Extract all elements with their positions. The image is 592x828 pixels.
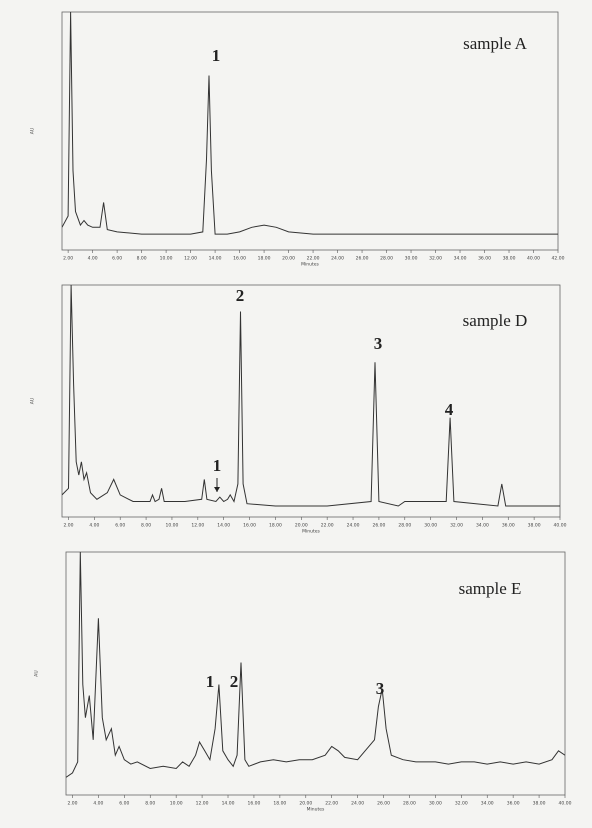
x-tick-label: 8.00 <box>141 523 151 529</box>
sample-title: sample D <box>463 311 528 330</box>
x-tick-label: 14.00 <box>209 256 222 262</box>
x-tick-label: 6.00 <box>115 523 125 529</box>
x-tick-label: 24.00 <box>347 523 360 529</box>
x-tick-label: 2.00 <box>63 523 73 529</box>
x-tick-label: 14.00 <box>217 523 230 529</box>
x-tick-label: 26.00 <box>356 256 369 262</box>
x-tick-label: 8.00 <box>137 256 147 262</box>
x-tick-label: 30.00 <box>405 256 418 262</box>
plot-frame <box>65 551 566 796</box>
x-tick-label: 28.00 <box>380 256 393 262</box>
x-tick-label: 34.00 <box>454 256 467 262</box>
x-tick-label: 22.00 <box>325 801 338 807</box>
arrow-head <box>214 487 220 492</box>
x-tick-label: 10.00 <box>166 523 179 529</box>
y-axis-label: AU <box>30 398 36 404</box>
x-tick-label: 24.00 <box>351 801 364 807</box>
x-tick-label: 34.00 <box>476 523 489 529</box>
x-tick-label: 20.00 <box>295 523 308 529</box>
x-tick-label: 22.00 <box>321 523 334 529</box>
peak-label: 1 <box>206 672 215 691</box>
x-tick-label: 38.00 <box>533 801 546 807</box>
x-tick-label: 30.00 <box>424 523 437 529</box>
peak-label: 1 <box>212 46 221 65</box>
chromatogram-trace <box>62 285 560 507</box>
peak-label: 4 <box>445 400 454 419</box>
x-tick-label: 16.00 <box>243 523 256 529</box>
x-axis-label: Minutes <box>307 807 325 813</box>
x-axis-label: Minutes <box>301 262 319 268</box>
peak-label: 1 <box>213 456 222 475</box>
sample-title: sample A <box>463 34 527 53</box>
x-tick-label: 18.00 <box>258 256 271 262</box>
sample-title: sample E <box>459 579 522 598</box>
x-tick-label: 4.00 <box>89 523 99 529</box>
x-tick-label: 40.00 <box>527 256 540 262</box>
x-tick-label: 12.00 <box>184 256 197 262</box>
x-tick-label: 30.00 <box>429 801 442 807</box>
x-tick-label: 26.00 <box>377 801 390 807</box>
x-tick-label: 16.00 <box>233 256 246 262</box>
x-tick-label: 20.00 <box>299 801 312 807</box>
x-tick-label: 4.00 <box>93 801 103 807</box>
x-tick-label: 2.00 <box>63 256 73 262</box>
peak-label: 3 <box>374 334 383 353</box>
x-tick-label: 20.00 <box>282 256 295 262</box>
x-tick-label: 6.00 <box>112 256 122 262</box>
x-tick-label: 12.00 <box>196 801 209 807</box>
x-tick-label: 32.00 <box>455 801 468 807</box>
x-tick-label: 10.00 <box>170 801 183 807</box>
x-tick-label: 28.00 <box>403 801 416 807</box>
x-tick-label: 18.00 <box>269 523 282 529</box>
x-tick-label: 14.00 <box>222 801 235 807</box>
y-axis-label: AU <box>30 128 36 134</box>
x-tick-label: 34.00 <box>481 801 494 807</box>
x-tick-label: 38.00 <box>503 256 516 262</box>
x-tick-label: 24.00 <box>331 256 344 262</box>
x-tick-label: 2.00 <box>67 801 77 807</box>
x-tick-label: 40.00 <box>554 523 567 529</box>
x-tick-label: 4.00 <box>88 256 98 262</box>
x-tick-label: 32.00 <box>450 523 463 529</box>
peak-label: 2 <box>230 672 239 691</box>
x-tick-label: 36.00 <box>507 801 520 807</box>
x-tick-label: 36.00 <box>478 256 491 262</box>
x-tick-label: 18.00 <box>273 801 286 807</box>
x-tick-label: 38.00 <box>528 523 541 529</box>
peak-label: 2 <box>236 286 245 305</box>
x-tick-label: 12.00 <box>191 523 204 529</box>
x-tick-label: 26.00 <box>372 523 385 529</box>
x-tick-label: 40.00 <box>559 801 572 807</box>
y-axis-label: AU <box>34 670 40 676</box>
x-tick-label: 8.00 <box>145 801 155 807</box>
peak-label: 3 <box>376 679 385 698</box>
x-tick-label: 32.00 <box>429 256 442 262</box>
x-tick-label: 6.00 <box>119 801 129 807</box>
x-tick-label: 42.00 <box>552 256 565 262</box>
x-tick-label: 16.00 <box>247 801 260 807</box>
x-tick-label: 22.00 <box>307 256 320 262</box>
plot-frame <box>61 284 561 518</box>
plot-frame <box>61 11 559 251</box>
x-tick-label: 10.00 <box>160 256 173 262</box>
x-axis-label: Minutes <box>302 529 320 535</box>
x-tick-label: 36.00 <box>502 523 515 529</box>
chromatogram-trace <box>62 12 558 235</box>
chromatogram-trace <box>66 552 565 778</box>
x-tick-label: 28.00 <box>398 523 411 529</box>
